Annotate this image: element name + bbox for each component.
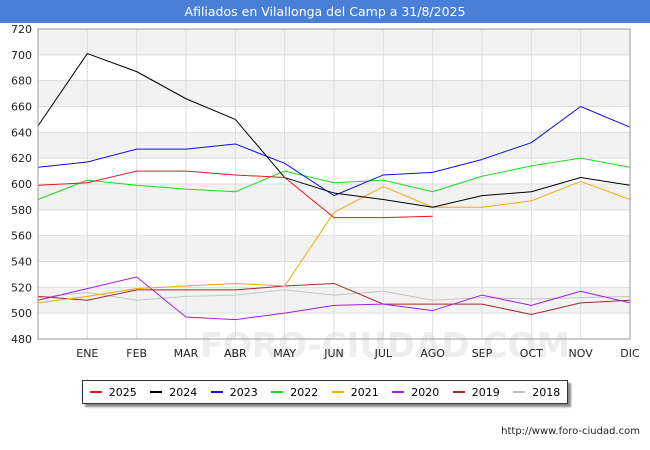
legend-item-2018: 2018 [513, 386, 560, 399]
series-line-2019 [37, 282, 631, 315]
series-line-2020 [37, 276, 631, 321]
x-tick-label: JUN [323, 347, 344, 360]
legend-swatch [452, 391, 465, 393]
legend-swatch [150, 391, 163, 393]
legend-swatch [513, 391, 526, 393]
series-line-2021 [37, 180, 631, 304]
legend-swatch [271, 391, 284, 393]
x-tick-label: JUL [374, 347, 393, 360]
x-tick-label: SEP [472, 347, 493, 360]
y-tick-label: 580 [11, 204, 32, 217]
y-tick-label: 560 [11, 230, 32, 243]
legend-item-2021: 2021 [331, 385, 379, 399]
legend-swatch [89, 391, 102, 393]
x-tick-label: MAR [174, 347, 199, 360]
x-tick-label: MAY [273, 347, 296, 360]
y-tick-label: 680 [11, 75, 32, 88]
series-line-2024 [37, 53, 631, 208]
y-tick-label: 540 [11, 256, 32, 269]
series-line-2025 [37, 170, 433, 219]
plot-frame [37, 28, 631, 340]
y-tick-label: 500 [11, 307, 32, 320]
x-tick-label: FEB [126, 347, 147, 360]
legend-item-2022: 2022 [271, 386, 318, 399]
legend-label: 2019 [471, 385, 500, 399]
series-line-2018 [37, 289, 631, 301]
x-tick-label: ABR [224, 347, 247, 360]
legend-item-2023: 2023 [210, 385, 258, 399]
x-tick-label: OCT [520, 347, 543, 360]
legend-label: 2023 [229, 385, 258, 399]
y-tick-label: 480 [11, 333, 32, 346]
legend-item-2019: 2019 [452, 385, 500, 399]
y-tick-label: 520 [11, 281, 32, 294]
legend-item-2024: 2024 [150, 386, 197, 399]
legend-swatch [392, 391, 405, 393]
x-tick-label: NOV [569, 347, 594, 360]
legend-label: 2021 [350, 385, 379, 399]
y-tick-label: 660 [11, 101, 32, 114]
legend-swatch [210, 391, 223, 393]
footer-url: http://www.foro-ciudad.com [501, 426, 640, 437]
legend-label: 2024 [169, 385, 198, 399]
legend-label: 2025 [108, 385, 137, 399]
y-tick-label: 720 [11, 23, 32, 36]
y-tick-label: 600 [11, 178, 32, 191]
y-tick-label: 620 [11, 152, 32, 165]
legend-swatch [331, 391, 344, 393]
legend: 2025 2024 2023 2022 2021 2020 2019 2018 [82, 380, 568, 404]
legend-label: 2020 [411, 385, 440, 399]
legend-label: 2022 [290, 385, 319, 399]
series-line-2022 [37, 157, 631, 200]
legend-item-2020: 2020 [392, 386, 439, 399]
series-line-2023 [37, 106, 631, 197]
chart-title: Afiliados en Vilallonga del Camp a 31/8/… [0, 0, 650, 23]
x-tick-label: AGO [420, 347, 445, 360]
x-tick-label: ENE [76, 347, 98, 360]
y-tick-label: 700 [11, 49, 32, 62]
y-tick-label: 640 [11, 126, 32, 139]
x-tick-label: DIC [620, 347, 640, 360]
legend-label: 2018 [532, 385, 561, 399]
legend-item-2025: 2025 [89, 385, 137, 399]
watermark: FORO-CIUDAD.COM [200, 326, 571, 366]
